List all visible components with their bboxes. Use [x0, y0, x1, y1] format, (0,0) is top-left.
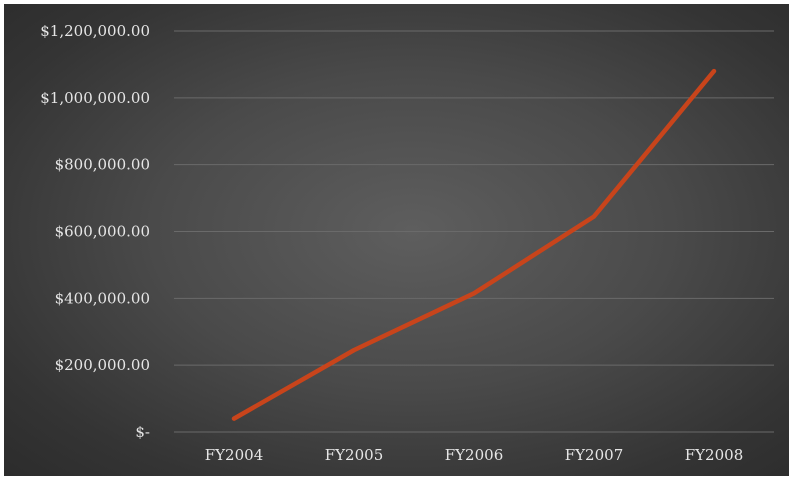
chart-area: $- $200,000.00 $400,000.00 $600,000.00 $800,…	[4, 4, 789, 476]
x-tick-label: FY2007	[565, 446, 623, 464]
y-tick-label: $400,000.00	[55, 289, 150, 307]
y-tick-label: $1,200,000.00	[40, 22, 150, 40]
y-tick-label: $200,000.00	[55, 356, 150, 374]
series-line	[231, 68, 717, 421]
x-tick-label: FY2005	[325, 446, 383, 464]
line-chart: $- $200,000.00 $400,000.00 $600,000.00 $800,…	[40, 22, 774, 464]
series-layer	[231, 68, 717, 421]
x-tick-label: FY2004	[205, 446, 263, 464]
y-tick-label: $1,000,000.00	[40, 89, 150, 107]
y-tick-label: $-	[135, 423, 150, 441]
y-tick-label: $800,000.00	[55, 156, 150, 174]
gridlines	[174, 30, 774, 433]
x-tick-label: FY2006	[445, 446, 503, 464]
y-tick-label: $600,000.00	[55, 223, 150, 241]
x-tick-label: FY2008	[685, 446, 743, 464]
x-axis-tick-labels: FY2004 FY2005 FY2006 FY2007 FY2008	[205, 446, 743, 464]
y-axis-tick-labels: $- $200,000.00 $400,000.00 $600,000.00 $800,…	[40, 22, 150, 441]
